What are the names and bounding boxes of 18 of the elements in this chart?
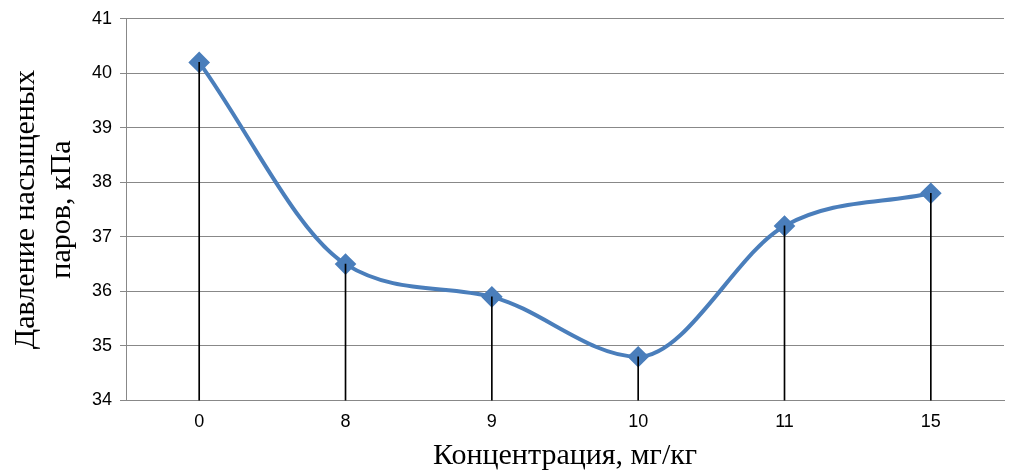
y-tick-label: 40 xyxy=(91,62,113,83)
y-axis-title: Давление насыщеных паров, кПа xyxy=(6,69,76,350)
x-tick-label: 8 xyxy=(340,411,351,432)
y-tick-label: 41 xyxy=(91,7,113,28)
y-tick-label: 38 xyxy=(91,171,113,192)
point xyxy=(774,215,795,236)
y-tick-label: 39 xyxy=(91,116,113,137)
x-tick-label: 9 xyxy=(486,411,497,432)
x-tick-label: 11 xyxy=(775,411,794,432)
point xyxy=(335,254,356,275)
y-tick-label: 36 xyxy=(91,280,113,301)
y-tick-label: 35 xyxy=(91,334,113,355)
x-axis-title: Концентрация, мг/кг xyxy=(432,436,698,470)
x-tick-label: 10 xyxy=(628,411,649,432)
y-tick-label: 37 xyxy=(91,225,113,246)
y-tick-label: 34 xyxy=(91,389,113,410)
x-tick-label: 15 xyxy=(920,411,941,432)
x-tick-label: 0 xyxy=(194,411,205,432)
